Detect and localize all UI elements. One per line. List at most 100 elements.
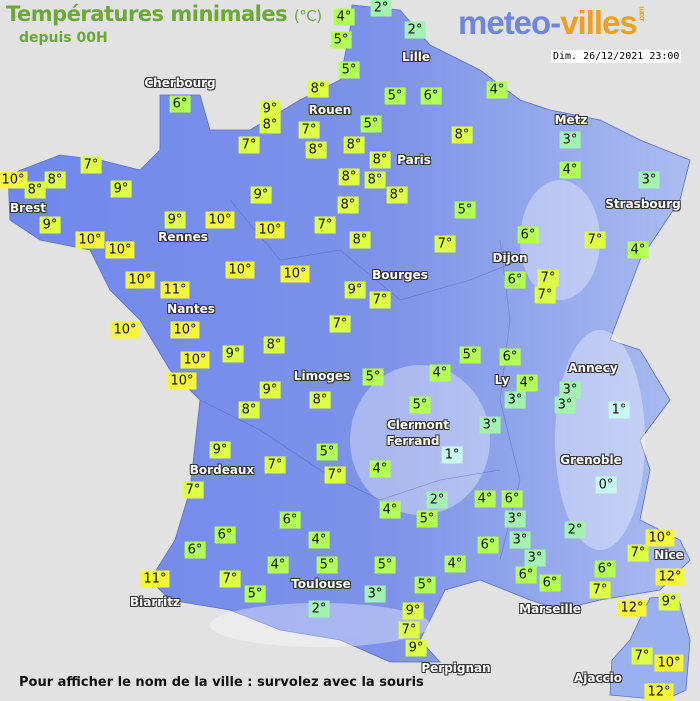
- temperature-marker[interactable]: 10°: [167, 372, 197, 390]
- temperature-marker[interactable]: 6°: [477, 536, 499, 554]
- temperature-marker[interactable]: 5°: [316, 443, 338, 461]
- temperature-marker[interactable]: 3°: [554, 396, 576, 414]
- temperature-marker[interactable]: 5°: [454, 201, 476, 219]
- temperature-marker[interactable]: 8°: [259, 116, 281, 134]
- temperature-marker[interactable]: 4°: [429, 364, 451, 382]
- temperature-marker[interactable]: 4°: [516, 374, 538, 392]
- temperature-marker[interactable]: 8°: [343, 136, 365, 154]
- temperature-marker[interactable]: 8°: [451, 126, 473, 144]
- temperature-marker[interactable]: 9°: [39, 216, 61, 234]
- temperature-marker[interactable]: 6°: [504, 271, 526, 289]
- temperature-marker[interactable]: 7°: [369, 291, 391, 309]
- temperature-marker[interactable]: 7°: [80, 156, 102, 174]
- temperature-marker[interactable]: 2°: [404, 21, 426, 39]
- temperature-marker[interactable]: 5°: [360, 115, 382, 133]
- temperature-marker[interactable]: 2°: [426, 491, 448, 509]
- temperature-marker[interactable]: 8°: [305, 141, 327, 159]
- temperature-marker[interactable]: 6°: [184, 541, 206, 559]
- temperature-marker[interactable]: 9°: [402, 602, 424, 620]
- temperature-marker[interactable]: 6°: [501, 490, 523, 508]
- temperature-marker[interactable]: 6°: [539, 574, 561, 592]
- temperature-marker[interactable]: 5°: [362, 368, 384, 386]
- temperature-marker[interactable]: 0°: [595, 476, 617, 494]
- temperature-marker[interactable]: 6°: [169, 95, 191, 113]
- meteo-villes-logo[interactable]: meteo-villes .com: [458, 4, 646, 42]
- temperature-marker[interactable]: 2°: [564, 521, 586, 539]
- temperature-marker[interactable]: 5°: [414, 576, 436, 594]
- temperature-marker[interactable]: 4°: [627, 241, 649, 259]
- temperature-marker[interactable]: 10°: [110, 321, 140, 339]
- temperature-marker[interactable]: 10°: [205, 211, 235, 229]
- temperature-marker[interactable]: 6°: [517, 226, 539, 244]
- temperature-marker[interactable]: 10°: [654, 654, 684, 672]
- temperature-marker[interactable]: 5°: [459, 346, 481, 364]
- temperature-marker[interactable]: 8°: [337, 196, 359, 214]
- temperature-marker[interactable]: 7°: [534, 286, 556, 304]
- temperature-marker[interactable]: 3°: [504, 391, 526, 409]
- temperature-marker[interactable]: 8°: [238, 401, 260, 419]
- temperature-marker[interactable]: 7°: [584, 231, 606, 249]
- temperature-marker[interactable]: 10°: [0, 171, 28, 189]
- temperature-marker[interactable]: 8°: [309, 391, 331, 409]
- temperature-marker[interactable]: 4°: [369, 460, 391, 478]
- temperature-marker[interactable]: 7°: [537, 269, 559, 287]
- temperature-marker[interactable]: 10°: [645, 529, 675, 547]
- temperature-marker[interactable]: 4°: [267, 556, 289, 574]
- temperature-marker[interactable]: 4°: [444, 555, 466, 573]
- temperature-marker[interactable]: 8°: [307, 80, 329, 98]
- temperature-marker[interactable]: 10°: [105, 241, 135, 259]
- temperature-marker[interactable]: 9°: [259, 381, 281, 399]
- temperature-marker[interactable]: 6°: [499, 348, 521, 366]
- temperature-marker[interactable]: 3°: [364, 585, 386, 603]
- temperature-marker[interactable]: 11°: [160, 281, 190, 299]
- temperature-marker[interactable]: 7°: [398, 621, 420, 639]
- temperature-marker[interactable]: 7°: [264, 456, 286, 474]
- temperature-marker[interactable]: 12°: [644, 683, 674, 701]
- temperature-marker[interactable]: 9°: [344, 281, 366, 299]
- temperature-marker[interactable]: 12°: [617, 599, 647, 617]
- temperature-marker[interactable]: 7°: [434, 235, 456, 253]
- temperature-marker[interactable]: 7°: [298, 121, 320, 139]
- temperature-marker[interactable]: 10°: [280, 265, 310, 283]
- temperature-marker[interactable]: 4°: [559, 161, 581, 179]
- temperature-marker[interactable]: 5°: [384, 87, 406, 105]
- temperature-marker[interactable]: 5°: [374, 556, 396, 574]
- temperature-marker[interactable]: 2°: [370, 0, 392, 17]
- temperature-marker[interactable]: 4°: [333, 8, 355, 26]
- temperature-marker[interactable]: 3°: [524, 549, 546, 567]
- temperature-marker[interactable]: 6°: [279, 511, 301, 529]
- temperature-marker[interactable]: 3°: [559, 381, 581, 399]
- temperature-marker[interactable]: 2°: [308, 600, 330, 618]
- temperature-marker[interactable]: 8°: [263, 336, 285, 354]
- temperature-marker[interactable]: 3°: [638, 171, 660, 189]
- temperature-marker[interactable]: 7°: [329, 315, 351, 333]
- temperature-marker[interactable]: 5°: [244, 585, 266, 603]
- temperature-marker[interactable]: 9°: [250, 186, 272, 204]
- temperature-marker[interactable]: 6°: [594, 560, 616, 578]
- temperature-marker[interactable]: 7°: [324, 466, 346, 484]
- temperature-marker[interactable]: 9°: [658, 593, 680, 611]
- temperature-marker[interactable]: 12°: [655, 568, 685, 586]
- temperature-marker[interactable]: 8°: [349, 231, 371, 249]
- temperature-marker[interactable]: 8°: [44, 171, 66, 189]
- temperature-marker[interactable]: 10°: [225, 261, 255, 279]
- temperature-marker[interactable]: 10°: [170, 321, 200, 339]
- temperature-marker[interactable]: 3°: [559, 131, 581, 149]
- temperature-marker[interactable]: 7°: [314, 216, 336, 234]
- temperature-marker[interactable]: 5°: [416, 510, 438, 528]
- temperature-marker[interactable]: 7°: [182, 481, 204, 499]
- temperature-marker[interactable]: 9°: [209, 441, 231, 459]
- temperature-marker[interactable]: 8°: [386, 186, 408, 204]
- temperature-marker[interactable]: 4°: [474, 490, 496, 508]
- temperature-marker[interactable]: 6°: [515, 566, 537, 584]
- temperature-marker[interactable]: 5°: [316, 556, 338, 574]
- temperature-marker[interactable]: 10°: [255, 221, 285, 239]
- temperature-marker[interactable]: 8°: [369, 151, 391, 169]
- temperature-marker[interactable]: 10°: [125, 271, 155, 289]
- temperature-marker[interactable]: 4°: [379, 501, 401, 519]
- temperature-marker[interactable]: 5°: [409, 396, 431, 414]
- temperature-marker[interactable]: 8°: [24, 181, 46, 199]
- temperature-marker[interactable]: 8°: [338, 168, 360, 186]
- temperature-marker[interactable]: 10°: [180, 351, 210, 369]
- temperature-marker[interactable]: 9°: [222, 345, 244, 363]
